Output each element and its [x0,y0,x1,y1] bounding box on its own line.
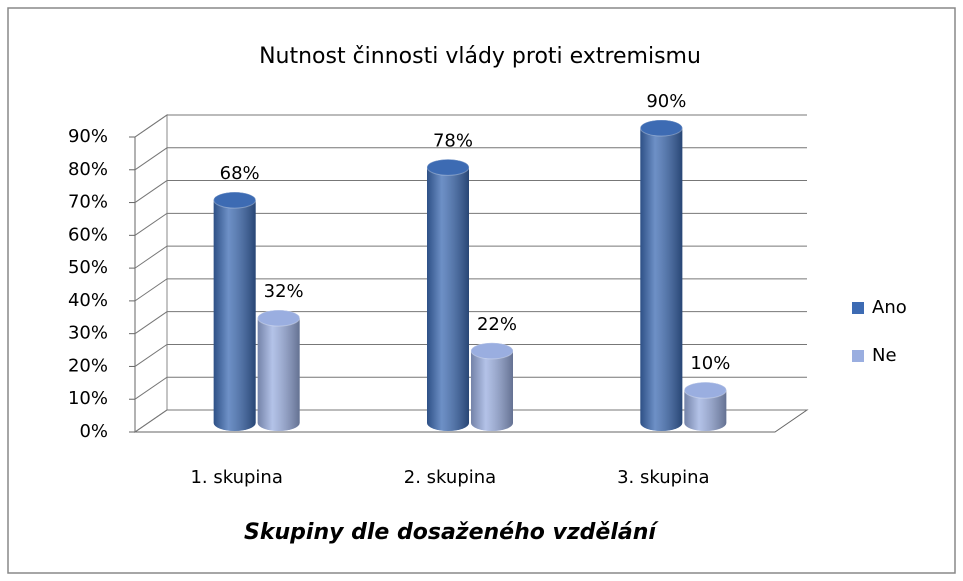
cylinder-top [426,158,470,176]
cylinder-top [639,119,683,137]
cylinder-shade [640,120,683,431]
value-label: 22% [477,314,517,335]
legend-swatch [852,350,864,362]
grid-line [134,180,807,203]
y-tick-label: 20% [68,355,108,376]
y-tick-label: 80% [68,159,108,180]
y-tick-label: 50% [68,257,108,278]
cylinder-top [683,381,727,399]
side-wall [134,114,168,433]
cylinder-shade [213,192,256,431]
value-label: 78% [433,130,473,151]
cylinder-shade [427,159,469,432]
value-label: 68% [220,163,260,184]
grid-line [134,343,807,367]
x-tick-label: 2. skupina [404,467,496,488]
y-tick-label: 70% [68,192,108,213]
grid-line [134,147,807,171]
grid-line [134,212,807,236]
grid-line [134,278,807,302]
cylinder-top [257,309,301,327]
value-label: 10% [690,353,730,374]
grid-line [134,114,807,138]
grid-line [134,376,807,400]
chart-title: Nutnost činnosti vlády proti extremismu [259,44,701,69]
value-label: 90% [646,91,686,112]
legend-label: Ano [872,297,907,318]
y-tick-label: 60% [68,224,108,245]
x-tick-label: 1. skupina [190,467,282,488]
y-tick-label: 10% [68,388,108,409]
cylinder-top [470,342,514,360]
cylinder-top [213,191,257,209]
grid-line [134,311,807,335]
value-label: 32% [264,281,304,302]
y-tick-label: 0% [79,421,108,442]
y-tick-label: 30% [68,323,108,344]
y-tick-label: 90% [68,126,108,147]
legend-label: Ne [872,345,897,366]
y-tick-label: 40% [68,290,108,311]
cylinder-shade [471,342,513,431]
x-axis-title: Skupiny dle dosaženého vzdělání [244,520,659,545]
x-tick-label: 3. skupina [617,467,709,488]
legend-swatch [852,302,864,314]
grid-line [134,245,807,269]
grid-line [134,409,807,433]
cylinder-shade [257,310,300,431]
